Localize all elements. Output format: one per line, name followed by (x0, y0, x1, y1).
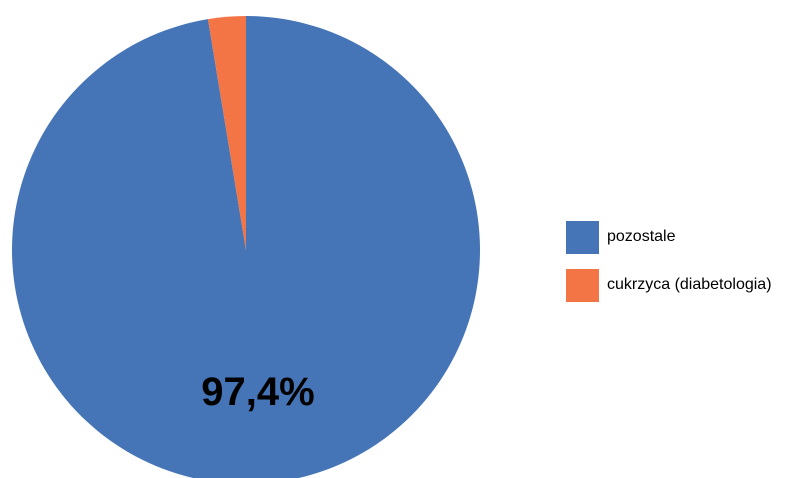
legend-label-pozostale: pozostale (607, 228, 676, 245)
legend-swatch-cukrzyca (566, 268, 599, 302)
pie-slice-cukrzyca (207, 16, 246, 250)
legend-swatch-pozostale (566, 220, 599, 254)
data-label-pozostale: 97,4% (201, 370, 314, 414)
legend: pozostale cukrzyca (diabetologia) (566, 220, 805, 316)
legend-item-pozostale: pozostale (566, 220, 805, 254)
pie-slice-pozostale (12, 16, 481, 478)
legend-label-cukrzyca: cukrzyca (diabetologia) (607, 276, 772, 293)
legend-item-cukrzyca: cukrzyca (diabetologia) (566, 268, 805, 302)
